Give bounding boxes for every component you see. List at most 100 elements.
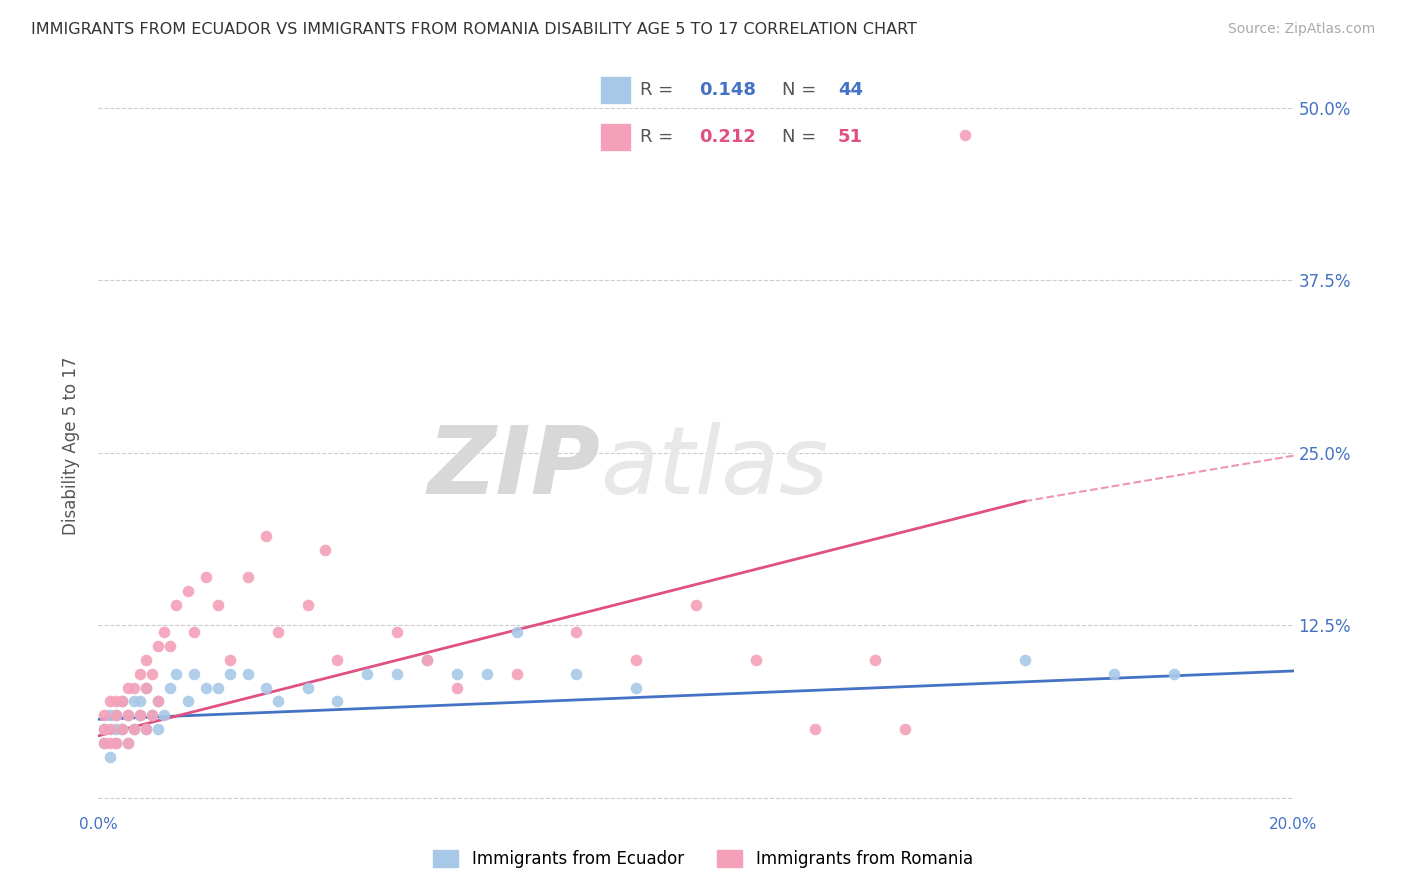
Text: atlas: atlas (600, 423, 828, 514)
Point (93, 722, 115, 736)
Point (267, 625, 290, 640)
Point (124, 681, 146, 695)
Text: 0.148: 0.148 (699, 81, 756, 99)
Point (129, 708, 152, 723)
Point (124, 694, 146, 708)
Point (446, 666, 468, 681)
Point (153, 625, 176, 640)
Point (315, 542, 337, 557)
FancyBboxPatch shape (600, 123, 631, 151)
Text: 0.212: 0.212 (699, 128, 755, 146)
Point (105, 708, 128, 723)
Point (385, 625, 409, 640)
Point (93, 736, 115, 750)
Legend: Immigrants from Ecuador, Immigrants from Romania: Immigrants from Ecuador, Immigrants from… (426, 843, 980, 875)
Point (326, 653, 349, 667)
Point (93, 736, 115, 750)
Point (135, 681, 157, 695)
Point (105, 694, 128, 708)
Point (297, 598, 319, 612)
Point (148, 694, 170, 708)
Point (141, 708, 163, 723)
Point (626, 681, 648, 695)
Point (111, 722, 134, 736)
Point (105, 708, 128, 723)
Point (1163, 666, 1185, 681)
Point (165, 666, 187, 681)
Point (236, 666, 259, 681)
Point (297, 681, 319, 695)
Text: N =: N = (782, 81, 823, 99)
Point (98, 722, 122, 736)
Point (98, 736, 122, 750)
Point (177, 583, 200, 598)
Point (141, 708, 163, 723)
Point (219, 666, 242, 681)
Point (745, 653, 768, 667)
Point (475, 666, 498, 681)
Point (326, 694, 349, 708)
Point (117, 708, 139, 723)
Point (446, 681, 468, 695)
Text: ZIP: ZIP (427, 422, 600, 514)
Point (626, 653, 648, 667)
Point (267, 694, 290, 708)
Point (416, 653, 439, 667)
FancyBboxPatch shape (600, 76, 631, 103)
Point (117, 708, 139, 723)
Text: 51: 51 (838, 128, 863, 146)
Text: R =: R = (640, 128, 679, 146)
Point (135, 722, 157, 736)
Point (105, 722, 128, 736)
Point (219, 653, 242, 667)
Point (141, 666, 163, 681)
Point (195, 570, 218, 584)
Point (111, 694, 134, 708)
Point (135, 681, 157, 695)
Point (129, 694, 152, 708)
Point (159, 681, 181, 695)
Point (356, 666, 378, 681)
Point (93, 708, 115, 723)
Point (148, 722, 170, 736)
Point (135, 653, 157, 667)
Text: N =: N = (782, 128, 823, 146)
Point (105, 736, 128, 750)
Point (117, 736, 139, 750)
Point (111, 722, 134, 736)
Point (124, 722, 146, 736)
Point (506, 666, 529, 681)
Point (148, 639, 170, 653)
Point (93, 722, 115, 736)
Text: R =: R = (640, 81, 679, 99)
Point (129, 666, 152, 681)
Point (254, 681, 277, 695)
Point (117, 681, 139, 695)
Point (159, 639, 181, 653)
Point (135, 722, 157, 736)
Text: IMMIGRANTS FROM ECUADOR VS IMMIGRANTS FROM ROMANIA DISABILITY AGE 5 TO 17 CORREL: IMMIGRANTS FROM ECUADOR VS IMMIGRANTS FR… (31, 22, 917, 37)
Point (1104, 666, 1126, 681)
Point (111, 694, 134, 708)
Point (565, 625, 588, 640)
Y-axis label: Disability Age 5 to 17: Disability Age 5 to 17 (62, 357, 80, 535)
Point (105, 736, 128, 750)
Point (129, 708, 152, 723)
Point (207, 681, 229, 695)
Point (506, 625, 529, 640)
Point (98, 749, 122, 764)
Point (183, 666, 205, 681)
Text: 44: 44 (838, 81, 863, 99)
Point (236, 570, 259, 584)
Point (124, 722, 146, 736)
Point (565, 666, 588, 681)
Point (98, 694, 122, 708)
Point (153, 708, 176, 723)
Point (117, 736, 139, 750)
Text: Source: ZipAtlas.com: Source: ZipAtlas.com (1227, 22, 1375, 37)
Point (894, 722, 917, 736)
Point (385, 666, 409, 681)
Point (148, 694, 170, 708)
Point (254, 529, 277, 543)
Point (685, 598, 707, 612)
